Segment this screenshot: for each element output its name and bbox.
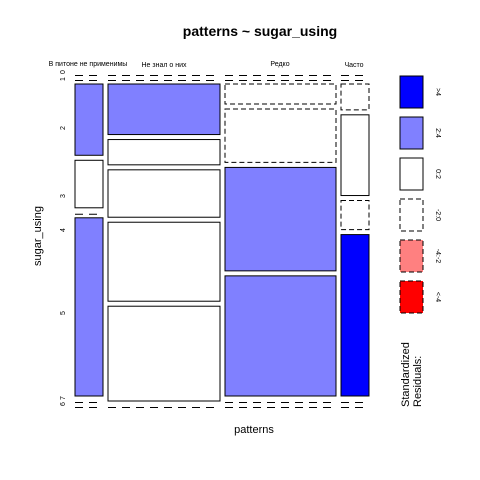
mosaic-cell (340, 200, 370, 231)
mosaic-cell (107, 221, 221, 302)
row-label-7: 6 (60, 402, 67, 406)
mosaic-cell (340, 114, 370, 197)
legend-label: -4:-2 (434, 249, 441, 264)
legend-swatch (399, 157, 424, 191)
mosaic-cell (74, 83, 104, 156)
legend-label: <-4 (434, 292, 441, 302)
row-label-6: 7 (60, 396, 67, 400)
legend-swatch (399, 75, 424, 109)
col-label-2: Редко (270, 61, 289, 68)
col-label-0: В питоне не применимы (49, 61, 128, 68)
row-label-3: 3 (60, 194, 67, 198)
mosaic-cells (74, 75, 370, 408)
x-axis-title: patterns (234, 424, 274, 436)
legend-swatch (399, 280, 424, 314)
col-label-3: Часто (344, 62, 363, 69)
legend-swatch (399, 116, 424, 150)
legend: >4 2:4 0:2 -2:0 -4:-2 <-4 Standardized Residual… (399, 75, 441, 407)
row-label-0: 1 (60, 77, 67, 81)
legend-label: 0:2 (434, 169, 441, 179)
row-label-5: 5 (60, 311, 67, 315)
mosaic-cell (340, 234, 370, 397)
legend-label: -2:0 (434, 209, 441, 221)
mosaic-cell (107, 139, 221, 166)
row-label-1: 0 (60, 70, 67, 74)
legend-swatch (399, 239, 424, 273)
mosaic-cell (224, 83, 337, 105)
legend-title-line: Residuals: (412, 356, 424, 407)
mosaic-cell (74, 217, 104, 397)
mosaic-cell (224, 108, 337, 163)
mosaic-cell (224, 275, 337, 397)
mosaic-cell (107, 169, 221, 218)
mosaic-cell (74, 159, 104, 209)
column-labels: В питоне не применимы Не знал о них Редк… (49, 61, 364, 69)
mosaic-cell (340, 83, 370, 111)
legend-title-line: Standardized (400, 342, 412, 407)
row-label-4: 4 (60, 228, 67, 232)
mosaic-cell (107, 305, 221, 402)
mosaic-cell (224, 166, 337, 272)
legend-label: >4 (434, 88, 441, 96)
chart-title: patterns ~ sugar_using (183, 23, 337, 39)
y-axis-title: sugar_using (32, 206, 44, 266)
row-labels: 1 0 2 3 4 5 7 6 (60, 70, 67, 406)
legend-label: 2:4 (434, 128, 441, 138)
col-label-1: Не знал о них (141, 62, 187, 69)
legend-swatch (399, 198, 424, 232)
row-label-2: 2 (60, 126, 67, 130)
mosaic-cell (107, 83, 221, 136)
